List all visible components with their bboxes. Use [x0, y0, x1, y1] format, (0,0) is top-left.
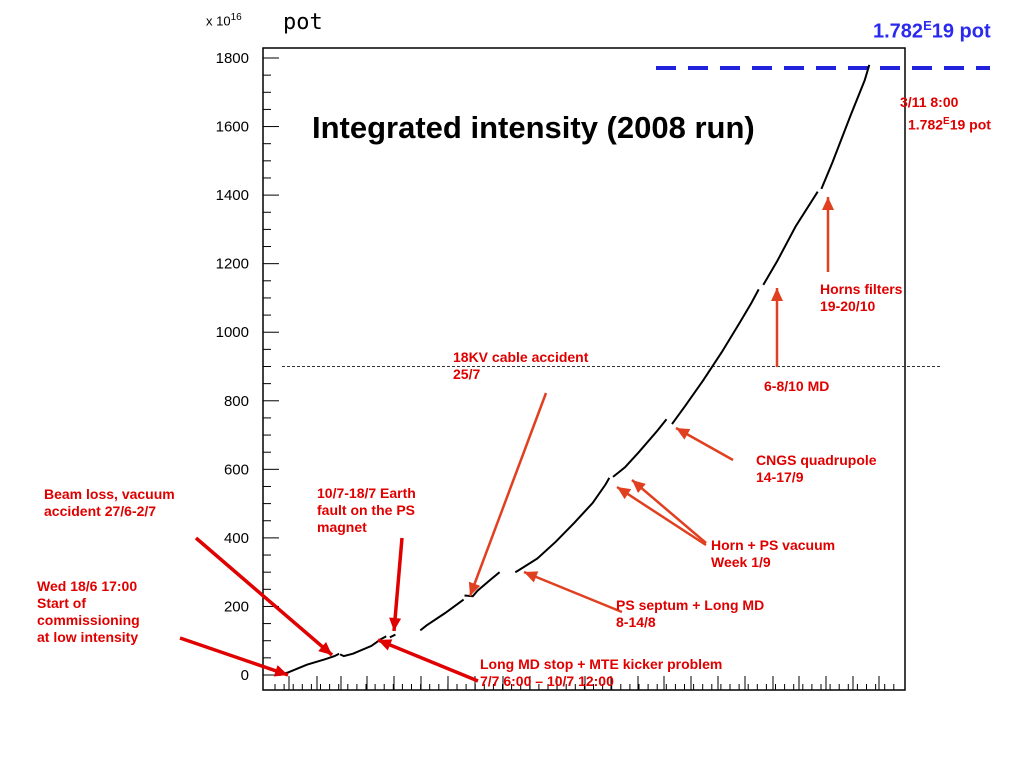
y-tick-label: 1000	[216, 324, 249, 341]
y-multiplier: x 1016	[206, 12, 242, 29]
annotation-arrow-head	[617, 487, 632, 500]
annotation-6-8-10-md: 6-8/10 MD	[764, 378, 830, 394]
series-integrated-intensity	[278, 64, 871, 676]
annotation-arrow-head	[318, 642, 332, 655]
y-tick-label: 1600	[216, 119, 249, 136]
series-segment	[762, 191, 819, 286]
series-segment	[514, 477, 611, 574]
annotation-arrow-head	[771, 288, 783, 301]
y-tick-label: 1400	[216, 187, 249, 204]
series-segment	[612, 418, 668, 478]
final-total-text: 1.782E19 pot	[908, 116, 991, 133]
y-unit-label: pot	[283, 10, 323, 35]
y-tick-label: 1200	[216, 256, 249, 273]
final-point-label: 3/11 8:00 1.782E19 pot	[900, 92, 991, 135]
series-segment	[671, 288, 760, 425]
y-tick-label: 600	[224, 461, 249, 478]
annotation-arrow-shaft	[631, 479, 707, 544]
annotation-arrow-head	[273, 665, 288, 677]
annotation-arrow-head	[822, 197, 834, 210]
annotation-arrow-head	[632, 480, 646, 493]
series-segment	[278, 652, 340, 676]
series-segment	[419, 598, 465, 632]
annotation-start-commissioning: Wed 18/6 17:00 Start of commissioning at lo…	[37, 578, 140, 645]
chart-title: Integrated intensity (2008 run)	[312, 110, 755, 145]
annotation-long-md-stop: Long MD stop + MTE kicker problem 7/7 6:0…	[480, 656, 723, 689]
annotation-arrow-head	[389, 617, 402, 631]
y-axis: 0 200 400 600 800 1000 1200 1400 1600 1800	[216, 50, 279, 684]
annotation-arrow-head	[676, 428, 691, 440]
annotation-arrow-shaft	[194, 536, 334, 657]
annotation-horns-filters: Horns filters 19-20/10	[820, 281, 903, 314]
y-tick-label: 1800	[216, 50, 249, 67]
series-segment	[820, 64, 871, 190]
annotation-earth-fault: 10/7-18/7 Earth fault on the PS magnet	[317, 485, 416, 535]
annotation-cable-accident: 18KV cable accident 25/7	[453, 349, 589, 382]
x-axis-ticks	[274, 676, 895, 690]
series-segment	[339, 635, 387, 658]
annotation-arrow-head	[468, 581, 481, 596]
annotation-arrows	[179, 197, 834, 683]
annotation-arrow-shaft	[377, 638, 479, 683]
y-tick-label: 400	[224, 530, 249, 547]
series-segment	[389, 633, 396, 639]
annotation-arrow-shaft	[468, 392, 548, 597]
annotation-arrow-shaft	[616, 485, 707, 547]
y-tick-label: 800	[224, 393, 249, 410]
annotation-arrow-shaft	[179, 636, 289, 677]
annotation-arrow-head	[378, 639, 393, 651]
annotation-arrow-shaft	[392, 537, 404, 632]
annotation-arrow-head	[524, 571, 539, 583]
annotation-beam-loss: Beam loss, vacuum accident 27/6-2/7	[44, 486, 175, 519]
annotation-horn-ps-vacuum: Horn + PS vacuum Week 1/9	[711, 537, 836, 570]
final-date-text: 3/11 8:00	[900, 94, 959, 110]
annotation-ps-septum: PS septum + Long MD 8-14/8	[616, 597, 765, 630]
total-pot-label: 1.782E19 pot	[873, 18, 991, 43]
annotation-cngs-quadrupole: CNGS quadrupole 14-17/9	[756, 452, 877, 485]
y-tick-label: 200	[224, 598, 249, 615]
y-tick-label: 0	[241, 667, 249, 684]
annotation-arrow-shaft	[523, 570, 623, 614]
